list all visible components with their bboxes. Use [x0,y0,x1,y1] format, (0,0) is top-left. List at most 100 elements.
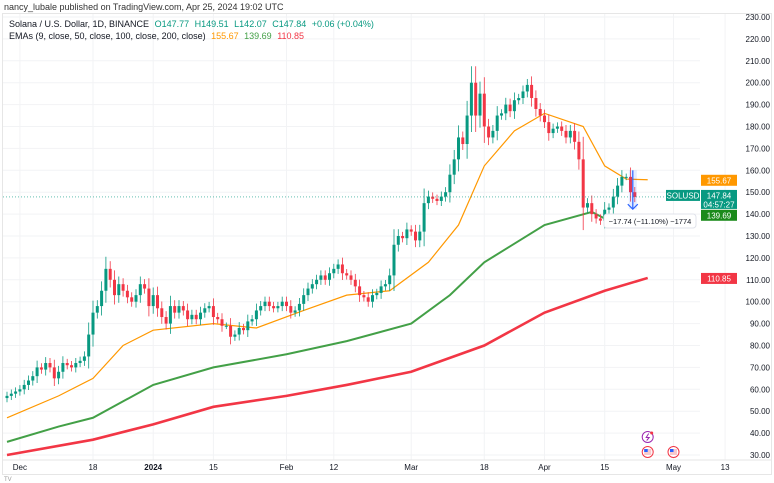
candle-body[interactable] [590,203,594,215]
candle-body[interactable] [108,268,112,280]
candle-body[interactable] [61,363,65,372]
candle-body[interactable] [353,279,357,287]
candle-body[interactable] [328,273,331,280]
candle-body[interactable] [121,284,125,291]
candle-body[interactable] [177,306,181,313]
ema-mid-price-tag[interactable] [701,209,737,221]
candle-body[interactable] [315,279,319,285]
candle-body[interactable] [581,159,585,208]
candle-body[interactable] [332,268,336,274]
candle-body[interactable] [465,115,469,145]
candle-body[interactable] [113,279,116,296]
candle-body[interactable] [173,306,177,313]
candle-body[interactable] [194,314,198,320]
candle-body[interactable] [199,312,202,320]
candle-body[interactable] [525,84,529,92]
candle-body[interactable] [371,295,374,302]
candle-body[interactable] [452,159,456,175]
candle-body[interactable] [156,295,159,309]
candle-body[interactable] [598,218,602,221]
candle-body[interactable] [461,137,465,145]
candle-body[interactable] [147,288,151,307]
candle-body[interactable] [551,128,555,134]
candle-body[interactable] [82,356,86,361]
candle-body[interactable] [633,192,637,197]
candle-body[interactable] [220,319,224,326]
candle-body[interactable] [272,306,276,309]
candle-body[interactable] [246,321,250,331]
ema-line[interactable] [6,112,648,419]
candle-body[interactable] [500,113,503,116]
candle-body[interactable] [616,185,620,197]
candle-body[interactable] [530,84,534,99]
candle-body[interactable] [469,82,473,116]
candle-body[interactable] [474,82,478,116]
candle-body[interactable] [388,275,392,285]
candle-body[interactable] [280,301,284,307]
candle-body[interactable] [27,380,30,385]
candle-body[interactable] [216,317,220,320]
candle-body[interactable] [586,203,589,208]
candle-body[interactable] [577,141,581,160]
candle-body[interactable] [345,273,349,276]
candle-body[interactable] [336,264,340,269]
candle-body[interactable] [543,115,546,123]
candle-body[interactable] [70,365,73,368]
candle-body[interactable] [512,100,516,112]
candle-body[interactable] [276,306,280,309]
candle-body[interactable] [39,367,43,370]
candle-body[interactable] [259,306,263,311]
candle-body[interactable] [517,98,521,101]
candle-body[interactable] [9,393,13,396]
candle-body[interactable] [405,229,409,239]
candle-body[interactable] [573,130,577,142]
candle-body[interactable] [401,236,405,239]
candle-body[interactable] [134,295,138,302]
candle-body[interactable] [435,198,439,201]
candle-body[interactable] [414,231,417,241]
candle-body[interactable] [233,334,237,337]
candle-body[interactable] [439,196,443,201]
candle-body[interactable] [629,176,632,193]
candle-body[interactable] [117,284,121,296]
candle-body[interactable] [87,334,91,357]
candle-body[interactable] [340,264,344,274]
candle-body[interactable] [310,284,314,289]
candle-body[interactable] [164,317,168,324]
candle-body[interactable] [237,327,241,335]
candle-body[interactable] [22,384,26,390]
candle-body[interactable] [302,295,306,304]
candle-body[interactable] [409,229,413,232]
candle-body[interactable] [538,108,542,116]
candle-body[interactable] [375,292,379,296]
candle-body[interactable] [289,306,293,313]
candle-body[interactable] [242,327,245,331]
candle-body[interactable] [491,130,495,138]
candle-body[interactable] [104,268,108,291]
candle-body[interactable] [160,308,164,318]
candle-body[interactable] [495,115,499,131]
symbol-legend-row[interactable]: Solana / U.S. Dollar, 1D, BINANCE O147.7… [9,18,377,30]
candle-body[interactable] [285,301,288,307]
candle-body[interactable] [547,122,551,134]
candle-body[interactable] [431,196,435,199]
candle-body[interactable] [508,104,512,112]
candle-body[interactable] [624,176,628,178]
candle-body[interactable] [211,306,215,318]
candle-body[interactable] [607,207,611,210]
candle-body[interactable] [168,306,172,324]
candle-body[interactable] [293,310,297,313]
candle-body[interactable] [594,214,598,219]
ema-line[interactable] [6,276,649,457]
candle-body[interactable] [100,290,104,307]
candle-body[interactable] [57,371,61,379]
ema-fast-price-tag[interactable] [701,174,737,186]
candle-body[interactable] [207,306,211,309]
candle-body[interactable] [65,363,69,366]
last-price-tag[interactable] [701,189,737,209]
candle-body[interactable] [383,284,387,287]
candle-body[interactable] [323,275,327,280]
candle-body[interactable] [418,231,422,241]
candle-body[interactable] [426,196,430,204]
candle-body[interactable] [143,284,147,289]
